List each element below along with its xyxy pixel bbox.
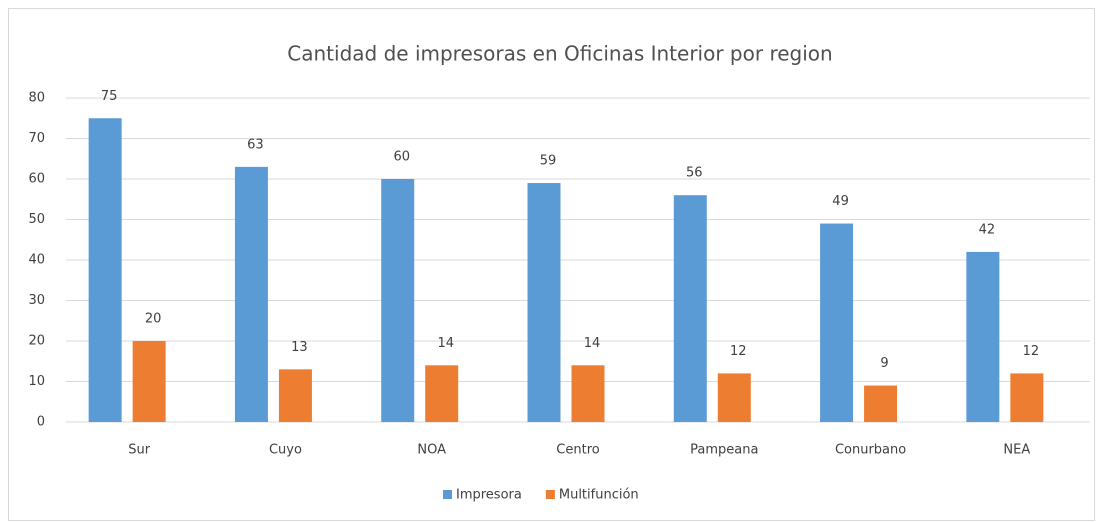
bar [673, 195, 707, 422]
x-tick-label: NOA [417, 443, 446, 458]
bar [278, 369, 312, 422]
bar [234, 166, 268, 422]
data-label: 63 [247, 137, 264, 152]
x-tick-label: Centro [556, 443, 599, 458]
legend-swatch [443, 490, 452, 499]
data-label: 56 [686, 166, 703, 181]
data-label: 49 [832, 194, 849, 209]
y-tick-label: 40 [28, 253, 45, 268]
data-label: 9 [880, 356, 888, 371]
y-tick-label: 60 [28, 172, 45, 187]
bar [527, 183, 561, 422]
y-tick-label: 70 [28, 131, 45, 146]
bar [1010, 373, 1044, 422]
x-tick-label: Pampeana [690, 443, 758, 458]
bar [88, 118, 122, 422]
bar [381, 179, 415, 422]
y-tick-label: 0 [37, 415, 45, 430]
x-tick-label: Cuyo [269, 443, 302, 458]
legend-label: Impresora [456, 488, 522, 503]
x-tick-label: NEA [1003, 443, 1030, 458]
data-label: 60 [393, 150, 410, 165]
bar [966, 251, 1000, 422]
x-tick-label: Conurbano [835, 443, 906, 458]
legend-label: Multifunción [559, 488, 639, 503]
data-label: 20 [145, 312, 162, 327]
x-tick-label: Sur [128, 443, 150, 458]
bar [571, 365, 605, 422]
y-tick-label: 20 [28, 334, 45, 349]
bar [820, 223, 854, 422]
y-tick-label: 50 [28, 212, 45, 227]
data-label: 75 [101, 89, 118, 104]
data-label: 14 [437, 336, 454, 351]
data-label: 12 [1023, 344, 1040, 359]
data-label: 42 [979, 222, 996, 237]
bar [717, 373, 751, 422]
bar [864, 385, 898, 422]
data-label: 13 [291, 340, 308, 355]
y-tick-label: 10 [28, 374, 45, 389]
bar [132, 341, 166, 422]
bar [425, 365, 459, 422]
y-tick-label: 80 [28, 91, 45, 106]
data-label: 59 [540, 154, 557, 169]
data-label: 12 [730, 344, 747, 359]
legend-swatch [545, 490, 555, 499]
data-label: 14 [584, 336, 601, 351]
chart-title: Cantidad de impresoras en Oficinas Inter… [287, 42, 832, 66]
y-tick-label: 30 [28, 293, 45, 308]
